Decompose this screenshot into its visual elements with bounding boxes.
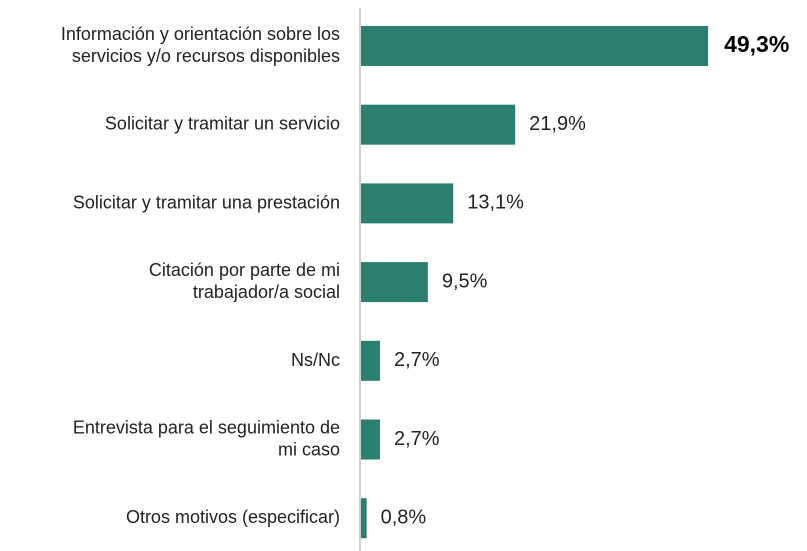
value-label: 13,1% [467, 192, 524, 214]
label-line: servicios y/o recursos disponibles [72, 46, 340, 66]
bar [361, 26, 709, 66]
value-label: 2,7% [394, 349, 440, 371]
y-tick-label: Entrevista para el seguimiento de mi caso [73, 417, 340, 459]
bar [361, 419, 381, 460]
value-label: 2,7% [394, 428, 440, 450]
y-tick-label: Información y orientación sobre los servi… [61, 24, 340, 66]
y-tick-label: Otros motivos (especificar) [126, 507, 340, 527]
y-tick-label: Ns/Nc [291, 350, 340, 370]
label-line: Citación por parte de mi [149, 260, 340, 280]
value-label: 21,9% [529, 113, 586, 135]
label-line: trabajador/a social [193, 282, 340, 302]
label-line: mi caso [278, 439, 340, 459]
value-label: 0,8% [381, 506, 427, 528]
value-label: 49,3% [724, 31, 789, 57]
bar [361, 340, 381, 381]
label-line: Solicitar y tramitar una prestación [73, 192, 340, 212]
label-line: Solicitar y tramitar un servicio [105, 113, 340, 133]
y-tick-label: Solicitar y tramitar un servicio [105, 113, 340, 133]
bar [361, 104, 516, 145]
bar [361, 262, 428, 303]
y-tick-label: Solicitar y tramitar una prestación [73, 192, 340, 212]
bar [361, 498, 367, 539]
bar [361, 183, 454, 224]
label-line: Entrevista para el seguimiento de [73, 417, 340, 437]
label-line: Información y orientación sobre los [61, 24, 340, 44]
label-line: Otros motivos (especificar) [126, 507, 340, 527]
value-label: 9,5% [442, 270, 488, 292]
y-tick-label: Citación por parte de mi trabajador/a soc… [149, 260, 340, 302]
label-line: Ns/Nc [291, 350, 340, 370]
